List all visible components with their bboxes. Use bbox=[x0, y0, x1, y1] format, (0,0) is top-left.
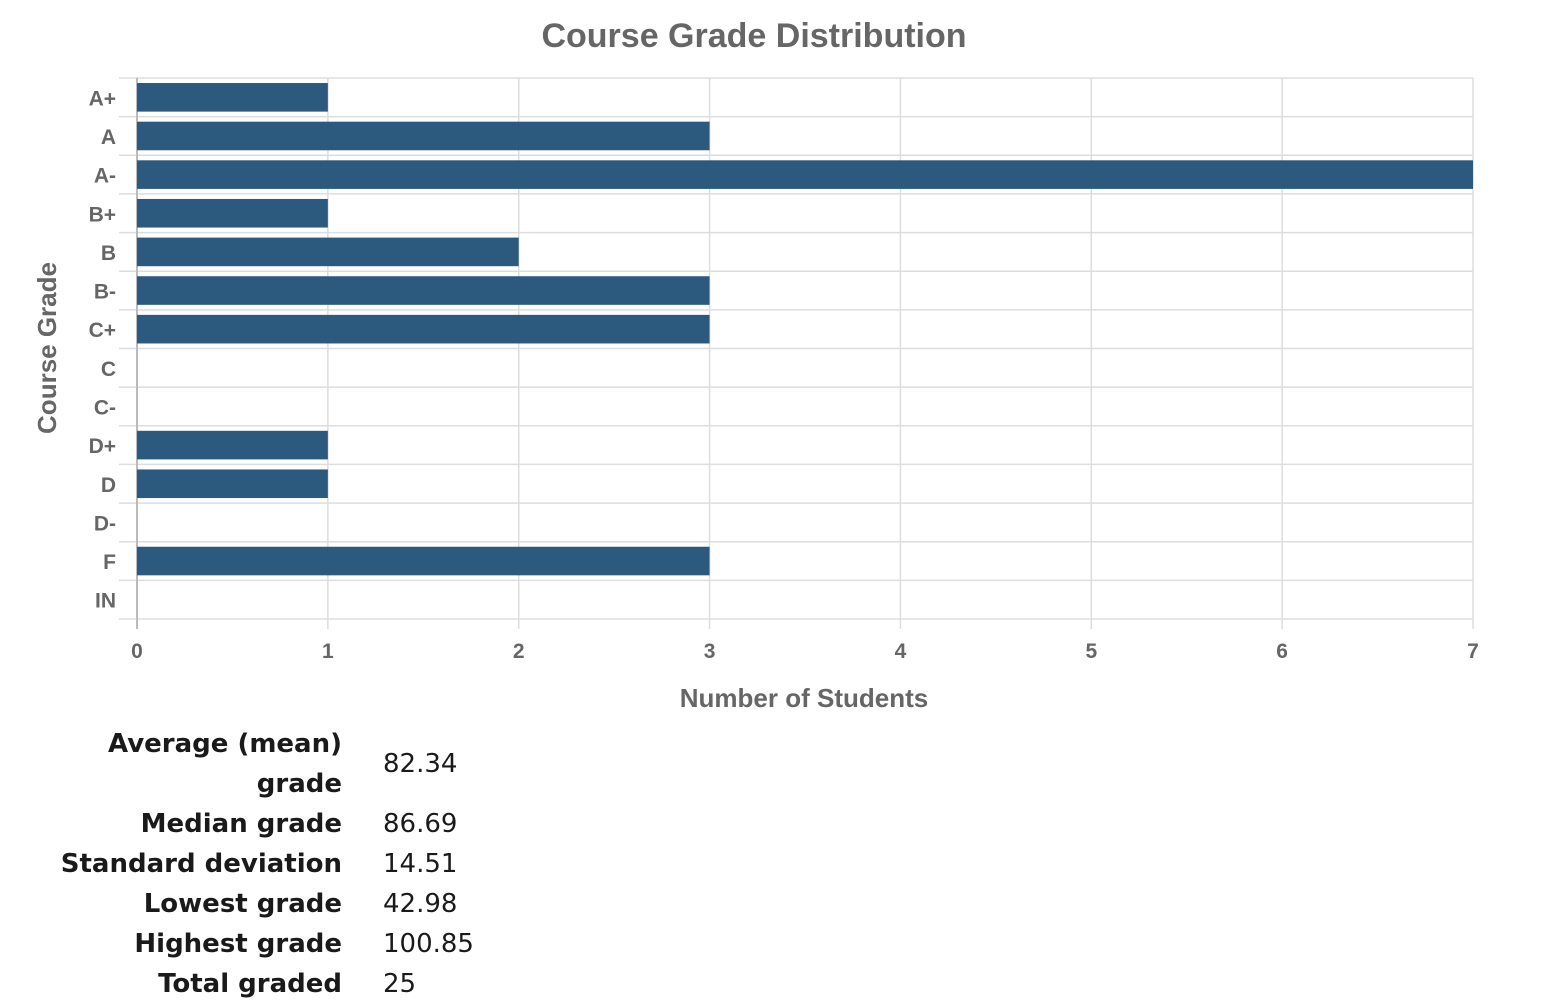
bar-D bbox=[137, 469, 328, 499]
x-tick-label: 1 bbox=[322, 640, 334, 663]
stat-value: 82.34 bbox=[383, 749, 458, 779]
y-tick-label: A bbox=[101, 126, 116, 149]
y-tick-label: C+ bbox=[89, 319, 116, 342]
y-axis-label: Course Grade bbox=[32, 262, 62, 434]
x-tick-label: 0 bbox=[131, 640, 143, 663]
grade-statistics-table: Average (mean) grade 82.34 Median grade 86.… bbox=[24, 724, 474, 1004]
bar-F bbox=[137, 546, 710, 576]
x-axis-ticks: 0 1 2 3 4 5 6 7 bbox=[131, 640, 1479, 663]
y-tick-label: A+ bbox=[89, 87, 116, 110]
bar-B+ bbox=[137, 198, 328, 228]
bar-A+ bbox=[137, 83, 328, 112]
chart-title: Course Grade Distribution bbox=[541, 17, 966, 55]
y-tick-label: C- bbox=[94, 396, 116, 419]
y-tick-label: F bbox=[103, 551, 116, 574]
y-tick-label: D bbox=[101, 474, 116, 497]
chart-bars bbox=[137, 83, 1473, 576]
y-tick-label: B+ bbox=[89, 203, 116, 226]
stat-row: Standard deviation 14.51 bbox=[24, 844, 474, 884]
bar-B bbox=[137, 237, 519, 267]
grade-distribution-chart: Course Grade Distribution A+AA-B+BB-C+CC… bbox=[32, 17, 1479, 713]
stat-label: Lowest grade bbox=[143, 889, 342, 919]
x-tick-label: 6 bbox=[1276, 640, 1288, 663]
x-axis-label: Number of Students bbox=[680, 683, 928, 713]
y-tick-label: C bbox=[101, 358, 116, 381]
stat-label: Highest grade bbox=[134, 929, 342, 959]
chart-grid bbox=[119, 77, 1474, 629]
stat-row: Median grade 86.69 bbox=[24, 804, 474, 844]
y-tick-label: B- bbox=[94, 281, 116, 304]
y-tick-label: IN bbox=[95, 590, 116, 613]
x-tick-label: 7 bbox=[1467, 640, 1479, 663]
stat-row: Highest grade 100.85 bbox=[24, 924, 474, 964]
x-tick-label: 4 bbox=[895, 640, 907, 663]
x-tick-label: 2 bbox=[513, 640, 525, 663]
bar-B- bbox=[137, 276, 710, 305]
y-tick-label: D+ bbox=[89, 435, 116, 458]
stat-label: Total graded bbox=[158, 969, 342, 999]
stat-value: 25 bbox=[383, 969, 417, 999]
stat-row: Lowest grade 42.98 bbox=[24, 884, 474, 924]
stat-value: 100.85 bbox=[383, 929, 474, 959]
bar-A bbox=[137, 121, 710, 151]
stat-label: Average (mean) grade bbox=[108, 729, 342, 799]
stat-label: Median grade bbox=[140, 809, 342, 839]
y-axis-ticks: A+ A A- B+ B B- C+ C C- D+ D D- F IN bbox=[89, 87, 117, 612]
stat-label: Standard deviation bbox=[60, 849, 342, 879]
y-tick-label: A- bbox=[94, 165, 116, 188]
x-tick-label: 3 bbox=[704, 640, 716, 663]
bar-C+ bbox=[137, 314, 710, 344]
stat-row: Total graded 25 bbox=[24, 964, 474, 1004]
bar-D+ bbox=[137, 430, 328, 460]
stat-value: 86.69 bbox=[383, 809, 458, 839]
stat-value: 42.98 bbox=[383, 889, 458, 919]
bar-A- bbox=[137, 160, 1473, 189]
y-tick-label: B bbox=[101, 242, 116, 265]
stat-value: 14.51 bbox=[383, 849, 458, 879]
stat-row: Average (mean) grade 82.34 bbox=[24, 724, 474, 804]
y-tick-label: D- bbox=[94, 512, 116, 535]
x-tick-label: 5 bbox=[1085, 640, 1097, 663]
